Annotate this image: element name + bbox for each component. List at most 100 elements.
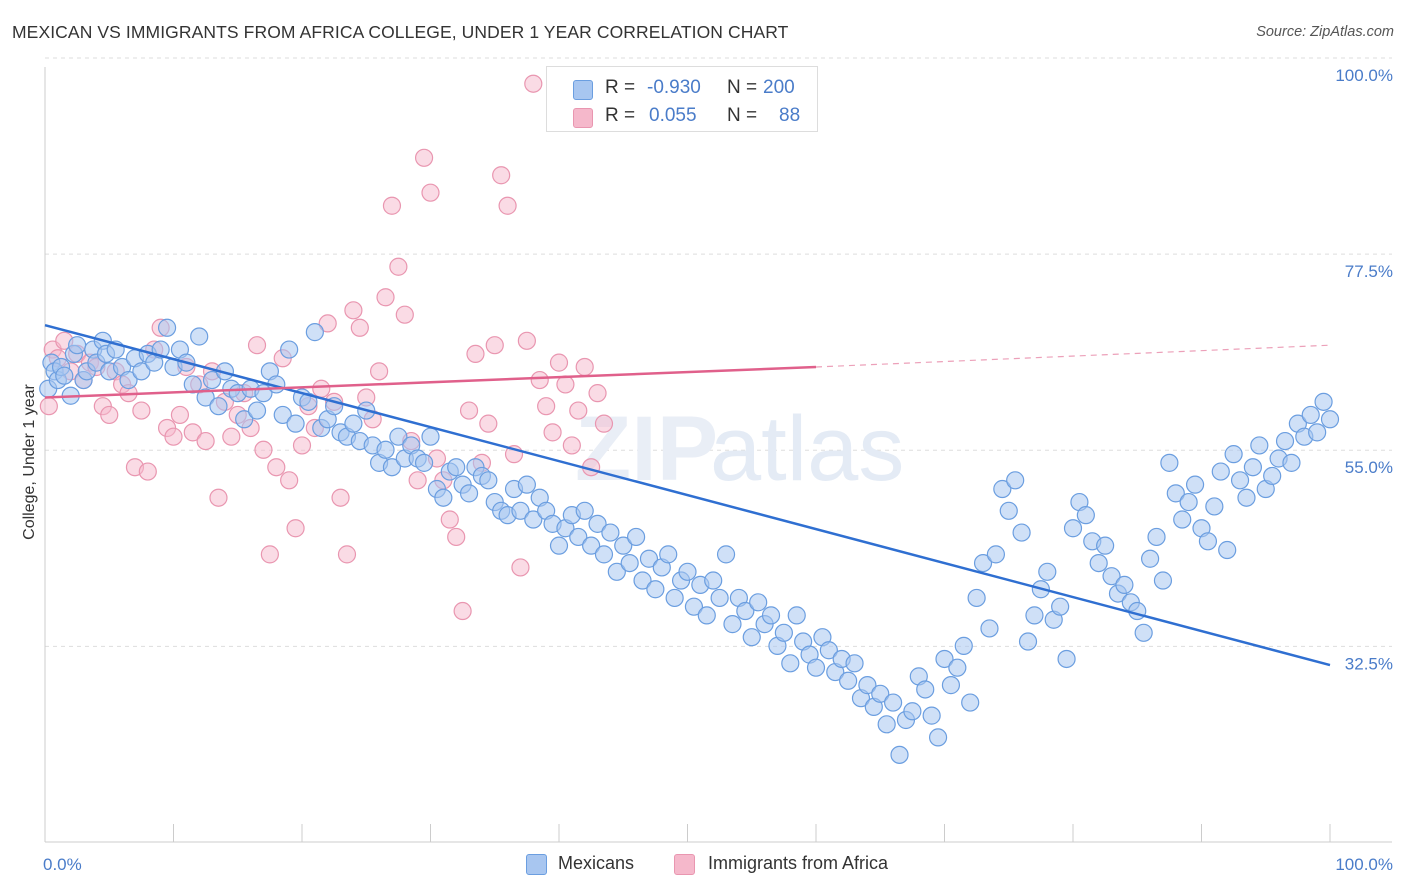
point-immigrants-from-africa: [575, 357, 594, 377]
point-immigrants-from-africa: [543, 423, 562, 442]
point-immigrants-from-africa: [530, 370, 549, 390]
point-mexicans: [524, 510, 543, 529]
point-mexicans: [1153, 571, 1173, 590]
legend-label-mexicans: Mexicans: [558, 853, 635, 873]
y-tick-label: 55.0%: [1345, 458, 1393, 477]
legend-label-africa: Immigrants from Africa: [708, 853, 889, 873]
point-mexicans: [1243, 458, 1263, 477]
point-mexicans: [132, 362, 151, 381]
point-immigrants-from-africa: [517, 331, 536, 350]
point-mexicans: [1185, 475, 1205, 494]
point-mexicans: [247, 401, 267, 420]
series-mexicans: [39, 318, 1340, 764]
point-mexicans: [305, 323, 324, 342]
legend-n-label: N =: [727, 105, 758, 126]
point-mexicans: [183, 375, 202, 394]
point-immigrants-from-africa: [331, 488, 350, 507]
point-mexicans: [716, 545, 736, 564]
point-mexicans: [421, 427, 440, 446]
point-mexicans: [704, 571, 723, 590]
x-tick-label-max: 100.0%: [1335, 855, 1393, 874]
point-mexicans: [1006, 471, 1025, 490]
y-tick-label: 77.5%: [1345, 262, 1393, 281]
point-mexicans: [1057, 649, 1076, 669]
point-mexicans: [961, 693, 980, 712]
point-mexicans: [1102, 567, 1121, 586]
point-mexicans: [209, 397, 228, 416]
point-mexicans: [607, 562, 626, 581]
legend-n-label: N =: [727, 77, 758, 98]
point-immigrants-from-africa: [549, 353, 569, 372]
point-mexicans: [1076, 506, 1095, 525]
point-immigrants-from-africa: [318, 314, 337, 333]
point-mexicans: [614, 536, 633, 555]
point-mexicans: [434, 488, 453, 507]
point-mexicans: [845, 654, 864, 673]
point-immigrants-from-africa: [286, 519, 305, 538]
point-immigrants-from-africa: [466, 344, 485, 364]
point-mexicans: [903, 702, 922, 721]
point-immigrants-from-africa: [344, 301, 363, 320]
legend-swatch-africa: [674, 854, 695, 875]
point-immigrants-from-africa: [440, 510, 459, 529]
point-mexicans: [1224, 445, 1243, 464]
point-immigrants-from-africa: [350, 318, 369, 337]
point-mexicans: [1320, 410, 1340, 429]
point-mexicans: [839, 671, 858, 690]
point-mexicans: [967, 588, 986, 608]
point-immigrants-from-africa: [222, 427, 241, 446]
point-mexicans: [858, 676, 877, 695]
point-mexicans: [1134, 623, 1153, 642]
point-mexicans: [999, 501, 1018, 520]
point-immigrants-from-africa: [421, 183, 440, 202]
point-mexicans: [1160, 453, 1179, 472]
point-mexicans: [344, 414, 363, 433]
point-mexicans: [1230, 471, 1250, 490]
x-tick-label-min: 0.0%: [43, 855, 82, 874]
point-mexicans: [55, 366, 74, 385]
point-immigrants-from-africa: [39, 397, 58, 416]
point-mexicans: [1063, 519, 1083, 538]
point-mexicans: [575, 501, 594, 520]
trend-line-africa: [44, 365, 817, 399]
point-mexicans: [1308, 423, 1327, 442]
point-mexicans: [389, 427, 408, 446]
point-mexicans: [916, 680, 935, 699]
point-mexicans: [447, 458, 466, 477]
point-immigrants-from-africa: [492, 166, 511, 185]
point-mexicans: [1314, 392, 1333, 411]
legend-r-label: R =: [605, 77, 636, 98]
point-mexicans: [877, 715, 896, 734]
point-mexicans: [549, 536, 569, 555]
point-mexicans: [1205, 497, 1224, 516]
point-mexicans: [973, 553, 993, 573]
axes: [44, 67, 1392, 843]
point-mexicans: [588, 514, 607, 533]
point-mexicans: [774, 623, 793, 642]
point-mexicans: [761, 606, 781, 625]
point-mexicans: [517, 475, 536, 494]
point-immigrants-from-africa: [382, 196, 402, 215]
point-immigrants-from-africa: [260, 545, 279, 564]
point-mexicans: [935, 649, 954, 669]
point-mexicans: [1166, 484, 1185, 503]
legend-r-value: -0.930: [647, 77, 701, 98]
point-mexicans: [601, 523, 620, 542]
point-mexicans: [376, 440, 395, 459]
point-mexicans: [569, 527, 588, 547]
point-mexicans: [1128, 601, 1147, 621]
point-mexicans: [68, 336, 87, 355]
legend-r-label: R =: [605, 105, 636, 126]
point-immigrants-from-africa: [524, 74, 543, 93]
point-mexicans: [749, 593, 768, 612]
point-mexicans: [633, 571, 652, 590]
point-mexicans: [286, 414, 305, 433]
point-mexicans: [922, 706, 941, 725]
legend-swatch-africa: [573, 108, 593, 128]
point-mexicans: [1211, 462, 1230, 481]
point-mexicans: [620, 553, 639, 573]
point-mexicans: [941, 676, 961, 695]
point-mexicans: [659, 545, 678, 564]
point-mexicans: [582, 536, 601, 555]
point-mexicans: [986, 545, 1006, 564]
